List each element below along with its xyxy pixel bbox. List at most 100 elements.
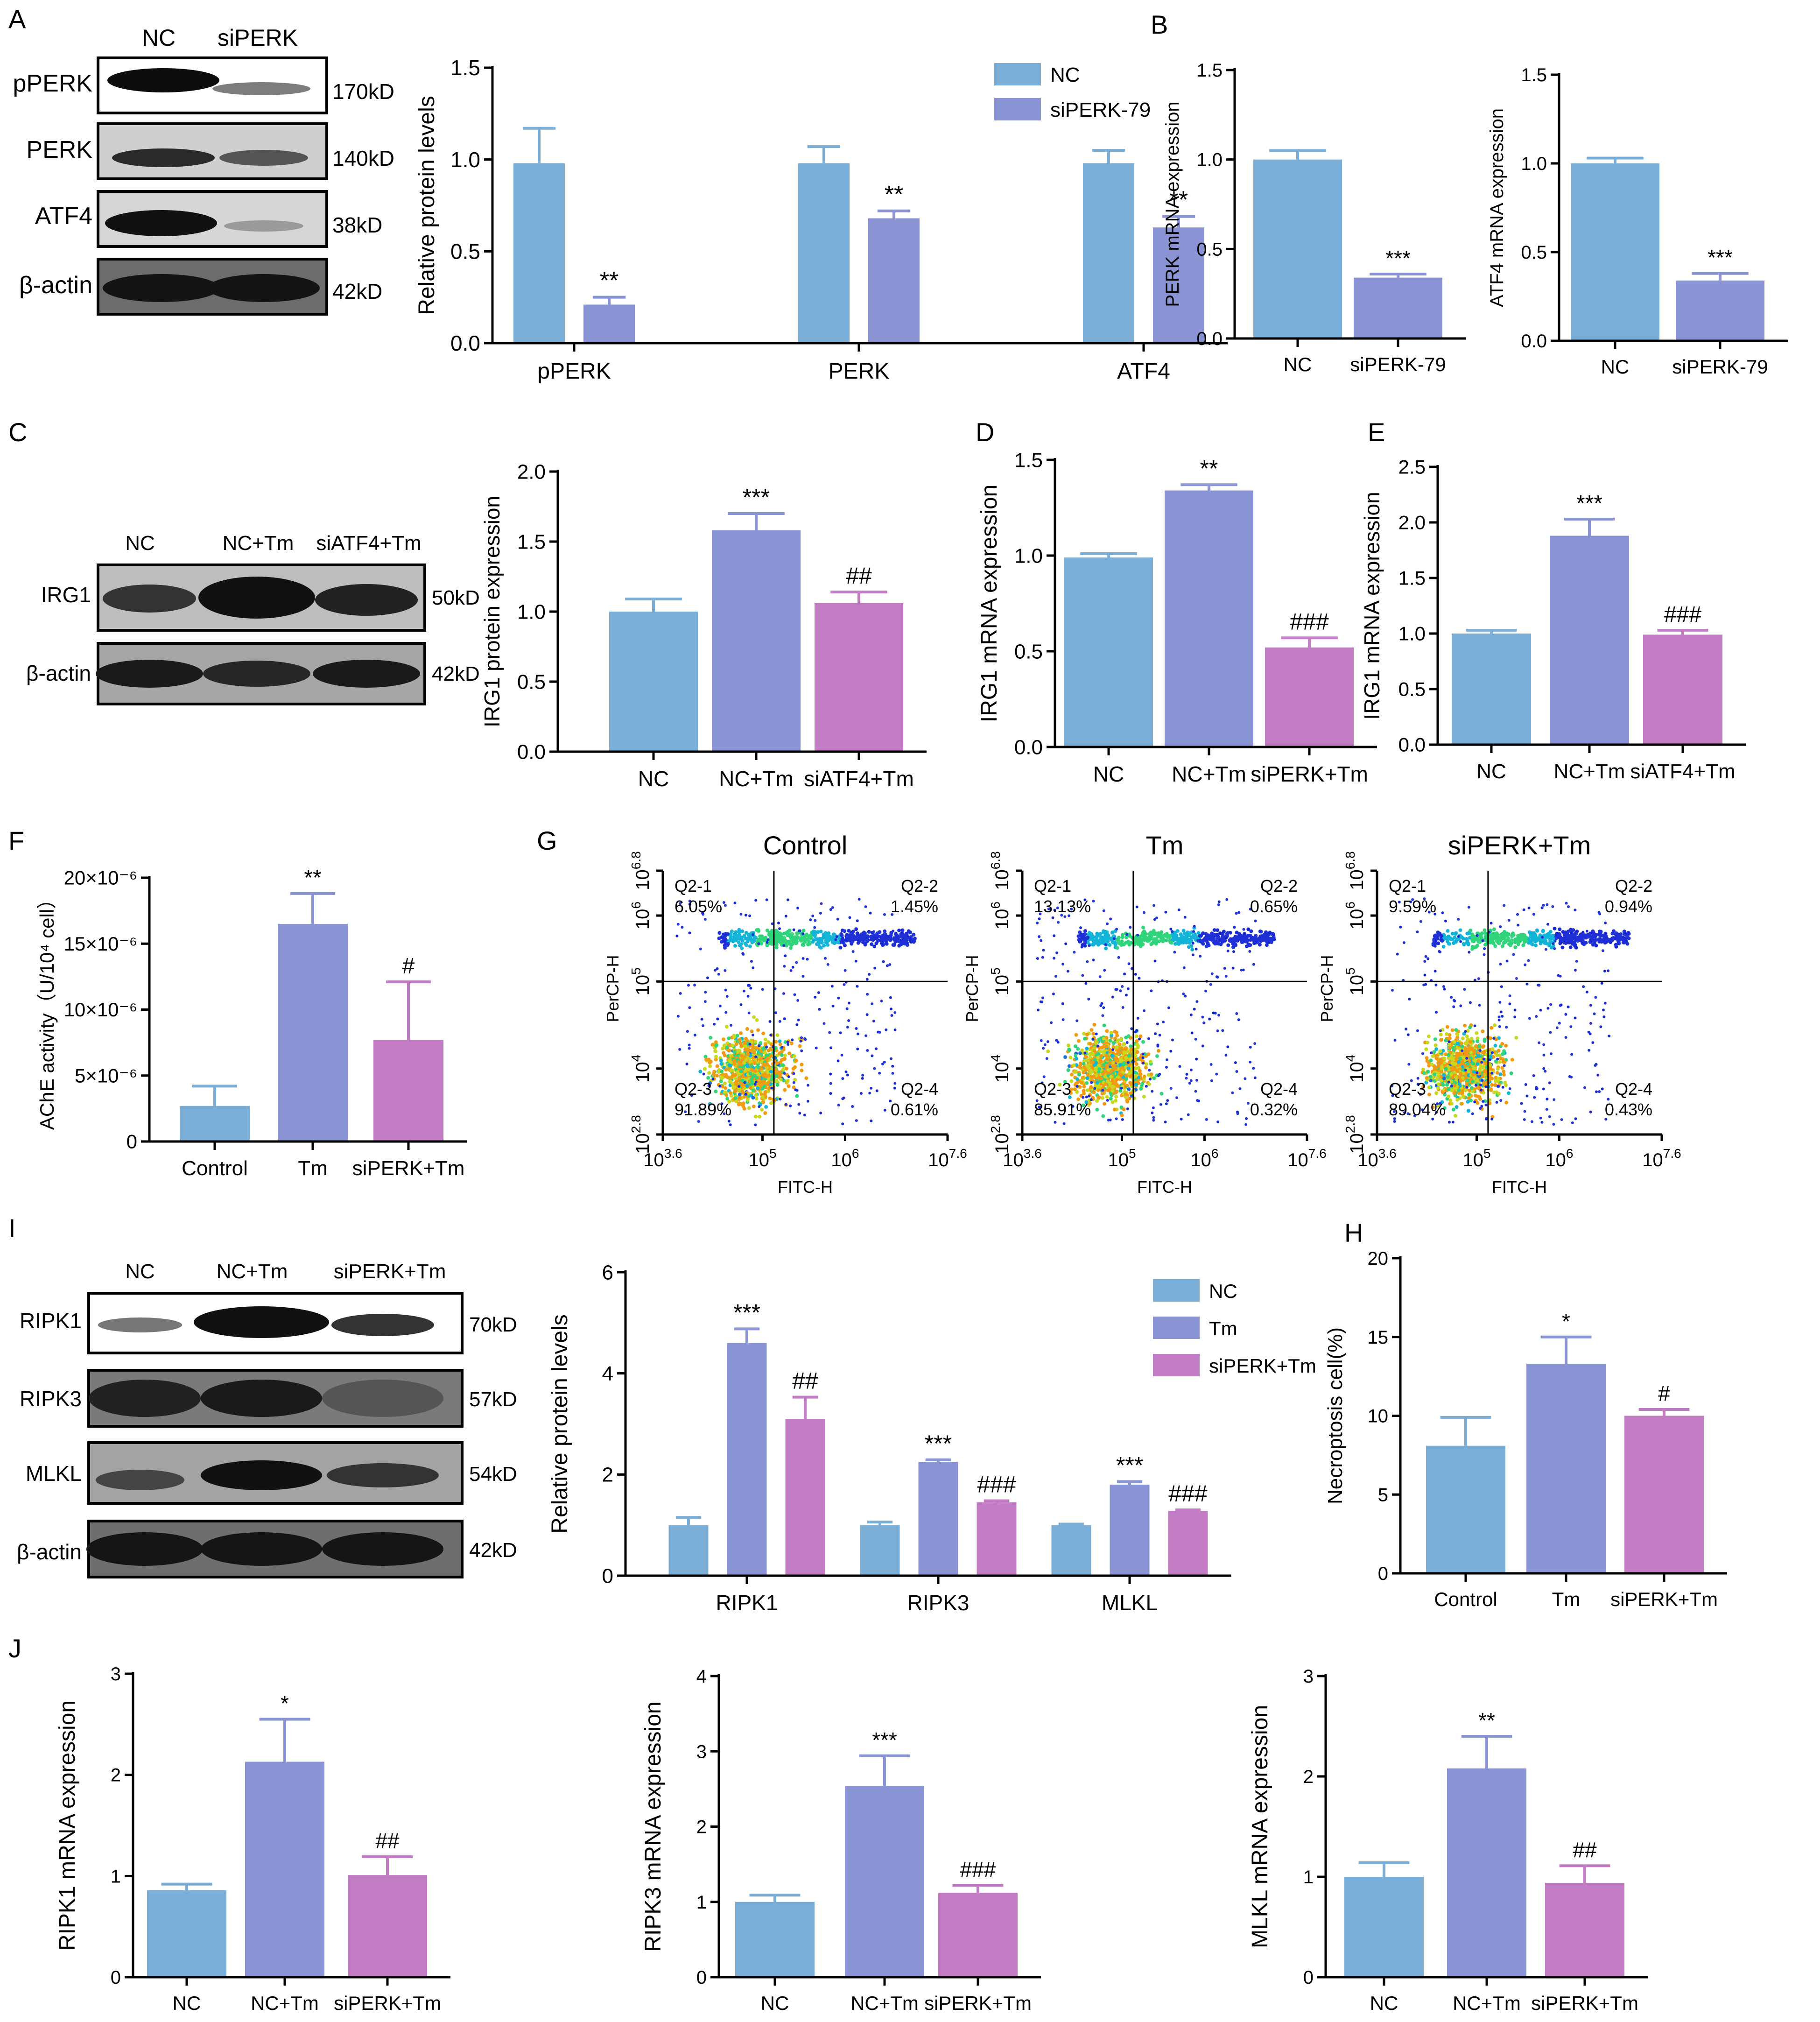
scatter-point (793, 1078, 797, 1082)
scatter-point (1130, 1027, 1133, 1030)
scatter-point (1447, 1087, 1451, 1092)
scatter-point (1112, 1082, 1116, 1086)
scatter-point (876, 939, 880, 943)
scatter-point (746, 994, 750, 998)
scatter-point (1424, 1047, 1428, 1051)
scatter-point (1147, 939, 1151, 943)
scatter-point (885, 964, 889, 967)
scatter-point (706, 976, 710, 979)
scatter-point (1433, 1037, 1437, 1041)
scatter-point (1102, 909, 1105, 912)
scatter-point (787, 1051, 792, 1056)
scatter-point (714, 1055, 718, 1059)
scatter-point (1152, 904, 1155, 907)
scatter-point (1082, 1032, 1086, 1036)
scatter-point (727, 1063, 731, 1067)
x-axis-label: FITC-H (1137, 1177, 1192, 1197)
scatter-point (1085, 1095, 1088, 1099)
y-tick-label: 105 (988, 967, 1012, 995)
scatter-point (1085, 1046, 1089, 1050)
y-tick-label: 1 (1303, 1867, 1314, 1888)
scatter-point (1195, 1078, 1198, 1082)
scatter-point (1448, 1060, 1452, 1064)
blot-label: β-actin (26, 661, 91, 685)
scatter-point (720, 1085, 724, 1089)
scatter-point (1076, 1047, 1080, 1051)
scatter-point (1235, 930, 1239, 935)
scatter-point (798, 929, 801, 932)
scatter-point (729, 1091, 733, 1095)
scatter-point (1430, 1063, 1434, 1067)
scatter-point (1221, 1029, 1224, 1032)
x-tick-label: NC (1093, 762, 1124, 786)
bar (785, 1419, 825, 1576)
blot-band (198, 577, 315, 619)
y-axis-label: Necroptosis cell(%) (1324, 1327, 1347, 1504)
scatter-point (1074, 1053, 1078, 1057)
blot-c: NC NC+Tm siATF4+Tm IRG1 50kD β-actin 42k… (26, 532, 480, 705)
y-axis-label: PERK mRNA expression (1162, 101, 1183, 307)
scatter-point (1452, 1048, 1456, 1052)
bar (1051, 1525, 1091, 1576)
scatter-point (1510, 1057, 1514, 1062)
scatter-point (750, 1068, 754, 1072)
scatter-point (787, 1075, 790, 1078)
scatter-point (1149, 1072, 1153, 1077)
bar (1083, 163, 1134, 343)
scatter-point (1246, 1102, 1250, 1105)
scatter-point (1051, 916, 1054, 919)
scatter-point (1082, 1085, 1086, 1089)
scatter-point (1225, 898, 1229, 901)
blot-label: RIPK3 (20, 1387, 82, 1411)
scatter-point (1457, 1060, 1461, 1064)
scatter-point (1265, 937, 1269, 941)
scatter-point (747, 1106, 751, 1110)
scatter-point (732, 938, 736, 943)
scatter-point (1521, 943, 1525, 947)
scatter-point (1092, 900, 1095, 903)
scatter-point (1141, 1040, 1145, 1044)
scatter-point (1069, 1079, 1074, 1083)
scatter-point (1164, 1120, 1167, 1124)
scatter-point (819, 911, 822, 915)
scatter-point (1095, 934, 1099, 938)
y-tick-label: 4 (602, 1362, 613, 1385)
x-tick-label: ATF4 (1117, 359, 1170, 384)
blot-band (208, 274, 320, 302)
scatter-point (1088, 1094, 1091, 1098)
scatter-point (1142, 1062, 1145, 1065)
scatter-point (1121, 985, 1124, 988)
scatter-point (798, 1112, 801, 1115)
scatter-point (909, 940, 913, 944)
scatter-point (1181, 938, 1185, 943)
scatter-point (724, 1025, 729, 1029)
scatter-point (819, 930, 823, 934)
scatter-point (1074, 1057, 1078, 1061)
scatter-point (729, 1053, 733, 1057)
scatter-point (806, 1099, 809, 1103)
tick-base: 10 (632, 869, 653, 890)
scatter-point (1097, 1085, 1102, 1089)
scatter-point (801, 957, 805, 960)
scatter-point (1120, 933, 1124, 937)
scatter-point (1272, 936, 1276, 940)
scatter-point (816, 930, 820, 934)
y-tick-label: 2 (696, 1817, 707, 1838)
scatter-point (891, 943, 895, 947)
scatter-point (1155, 916, 1158, 920)
x-tick-label: NC+Tm (1453, 1992, 1521, 2014)
x-tick-label: NC (1284, 353, 1312, 375)
scatter-point (1249, 934, 1253, 938)
significance-label: *** (872, 1728, 897, 1752)
scatter-point (861, 1074, 864, 1077)
scatter-point (1086, 1088, 1090, 1092)
y-tick-label: 0.0 (1196, 329, 1223, 349)
scatter-point (1042, 1047, 1045, 1050)
scatter-point (1125, 933, 1129, 936)
scatter-point (854, 959, 857, 963)
scatter-point (781, 1068, 785, 1072)
scatter-point (885, 942, 889, 946)
scatter-point (856, 1047, 859, 1050)
scatter-point (732, 1059, 737, 1063)
scatter-point (779, 1078, 783, 1082)
